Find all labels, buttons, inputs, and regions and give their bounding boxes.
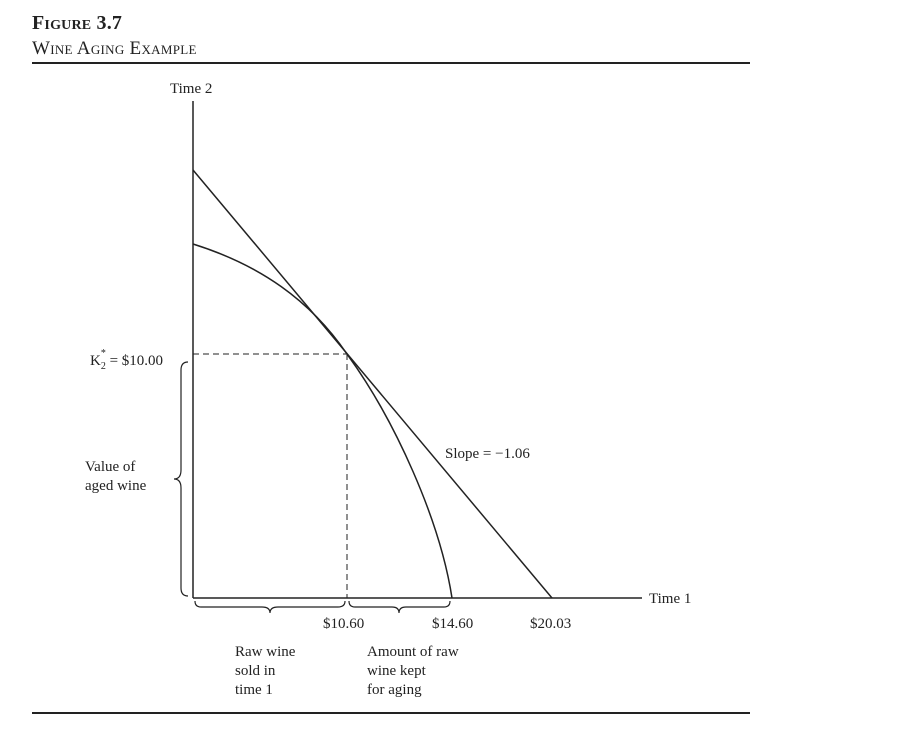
k2-label: K2* = $10.00 (90, 348, 163, 372)
aging-curve (192, 243, 453, 599)
tick-label-10-60: $10.60 (323, 616, 364, 632)
value-aged-line2: aged wine (85, 478, 147, 494)
x-axis-label: Time 1 (649, 591, 691, 607)
vertical-brace (173, 361, 189, 597)
slope-label: Slope = −1.06 (445, 446, 530, 462)
brace-kept-aging (348, 600, 451, 614)
figure-title: Wine Aging Example (32, 38, 197, 59)
kept-line3: for aging (367, 682, 422, 698)
raw-sold-line2: sold in (235, 663, 276, 679)
brace-raw-sold (194, 600, 346, 614)
kept-line1: Amount of raw (367, 644, 459, 660)
tick-label-14-60: $14.60 (432, 616, 473, 632)
figure-number: Figure 3.7 (32, 12, 123, 34)
value-aged-line1: Value of (85, 459, 135, 475)
bottom-rule (32, 712, 750, 714)
y-axis-label: Time 2 (170, 81, 212, 97)
tangent-line (192, 169, 553, 599)
top-rule (32, 62, 750, 64)
raw-sold-line1: Raw wine (235, 644, 296, 660)
kept-line2: wine kept (367, 663, 427, 679)
raw-sold-line3: time 1 (235, 682, 273, 698)
tick-label-20-03: $20.03 (530, 616, 571, 632)
